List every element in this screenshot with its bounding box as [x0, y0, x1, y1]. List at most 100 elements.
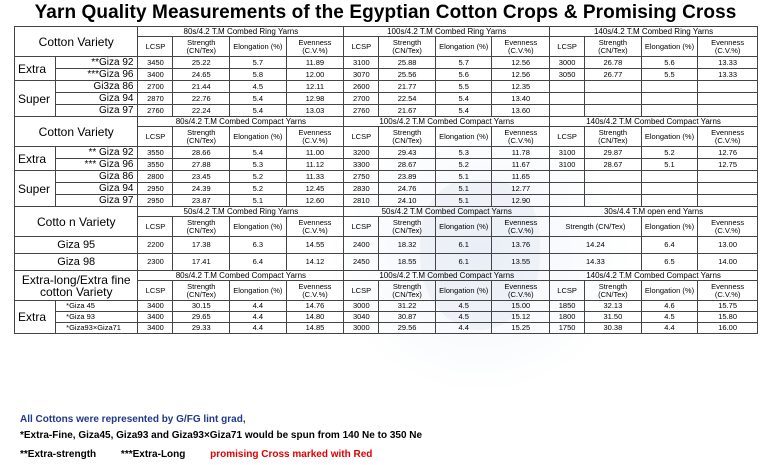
column-header: Strength (CN/Tex)	[549, 216, 642, 237]
table-row: *Giza 93 3400 29.65 4.4 14.80 3040 30.87 4.5 15.…	[15, 311, 758, 323]
value-cell: 24.76	[378, 182, 436, 195]
value-cell	[697, 194, 758, 207]
value-cell: 29.87	[584, 146, 642, 159]
variety-header: Cotton Variety	[13, 116, 139, 147]
value-cell: 12.35	[491, 80, 551, 93]
value-cell: 3000	[549, 56, 586, 69]
value-cell: 5.4	[229, 104, 287, 117]
value-cell: 2700	[343, 92, 380, 105]
value-cell: 5.3	[434, 146, 493, 159]
column-header: LCSP	[343, 36, 380, 57]
variety-name: **Giza 92	[55, 56, 139, 69]
value-cell: 3040	[343, 311, 380, 323]
legend-extra-strength: **Extra-strength	[20, 449, 97, 460]
value-cell: 30.15	[172, 300, 231, 312]
value-cell: 11.33	[285, 170, 345, 183]
group-header: 30s/4.4 T.M open end Yarns	[549, 206, 758, 217]
value-cell: 2870	[137, 92, 174, 105]
value-cell: 28.66	[172, 146, 231, 159]
value-cell: 23.89	[378, 170, 436, 183]
group-header: 80s/4.2 T.M Combed Compact Yarns	[137, 270, 345, 281]
value-cell: 14.85	[285, 322, 345, 334]
table-row: ***Giza 96 3400 24.65 5.8 12.00 3070 25.56 5.6 1…	[15, 68, 758, 81]
group-header: 80s/4.2 T.M Combed Compact Yarns	[137, 116, 345, 127]
value-cell: 5.1	[640, 158, 699, 171]
value-cell: 22.54	[378, 92, 436, 105]
variety-name: Giza 94	[55, 182, 139, 195]
column-header: Elongation (%)	[434, 126, 493, 147]
value-cell	[549, 80, 586, 93]
table-row: Extra-long/Extra fine cotton Variety 80s/…	[13, 270, 758, 301]
value-cell: 22.76	[172, 92, 231, 105]
value-cell: 4.5	[640, 311, 699, 323]
table-row: Extra *Giza 45 3400 30.15 4.4 14.76 3000 31.22 4…	[13, 300, 758, 334]
column-header: Evenness (C.V.%)	[285, 280, 345, 301]
value-cell	[549, 170, 586, 183]
column-header: LCSP	[137, 280, 174, 301]
category-label: Extra	[13, 146, 57, 171]
variety-name: *Giza 45	[55, 300, 139, 312]
value-cell: 5.7	[434, 56, 493, 69]
value-cell	[640, 104, 699, 117]
value-cell: 24.39	[172, 182, 231, 195]
value-cell: 15.80	[697, 311, 758, 323]
column-header: Strength (CN/Tex)	[378, 216, 436, 237]
variety-name: Giza 98	[13, 253, 139, 271]
table-row: Giza 97 2950 23.87 5.1 12.60 2810 24.10 5.1 12.9…	[15, 194, 758, 207]
value-cell	[697, 170, 758, 183]
value-cell: 3400	[137, 300, 174, 312]
value-cell	[584, 80, 642, 93]
value-cell	[584, 194, 642, 207]
group-header: 100s/4.2 T.M Combed Compact Yarns	[343, 270, 551, 281]
table-row: Extra ** Giza 92 3550 28.66 5.4 11.00 3200 29.4…	[13, 146, 758, 171]
value-cell: 3100	[549, 158, 586, 171]
value-cell: 2760	[343, 104, 380, 117]
value-cell: 23.87	[172, 194, 231, 207]
value-cell: 14.33	[549, 253, 642, 271]
column-header: Elongation (%)	[434, 216, 493, 237]
column-header: Evenness (C.V.%)	[697, 216, 758, 237]
value-cell	[549, 182, 586, 195]
value-cell: 6.1	[434, 236, 493, 254]
value-cell: 14.76	[285, 300, 345, 312]
value-cell: 14.00	[697, 253, 758, 271]
column-header: Evenness (C.V.%)	[285, 126, 345, 147]
column-header: Evenness (C.V.%)	[491, 126, 551, 147]
value-cell: 5.4	[434, 92, 493, 105]
value-cell	[584, 92, 642, 105]
value-cell: 15.00	[491, 300, 551, 312]
value-cell: 30.38	[584, 322, 642, 334]
value-cell: 14.12	[285, 253, 345, 271]
value-cell: 2830	[343, 182, 380, 195]
value-cell: 21.77	[378, 80, 436, 93]
value-cell: 5.4	[434, 104, 493, 117]
category-label: Extra	[13, 56, 57, 81]
table-row: LCSP Strength (CN/Tex) Elongation (%) Evenn…	[15, 216, 758, 237]
variety-header: Cotto n Variety	[13, 206, 139, 237]
column-header: Strength (CN/Tex)	[584, 126, 642, 147]
value-cell: 28.67	[584, 158, 642, 171]
value-cell: 28.67	[378, 158, 436, 171]
variety-header: Cotton Variety	[13, 26, 139, 57]
column-header: LCSP	[137, 36, 174, 57]
value-cell: 18.55	[378, 253, 436, 271]
column-header: Elongation (%)	[434, 280, 493, 301]
value-cell: 11.78	[491, 146, 551, 159]
value-cell: 3450	[137, 56, 174, 69]
value-cell: 5.4	[229, 146, 287, 159]
value-cell: 3000	[343, 322, 380, 334]
value-cell: 1850	[549, 300, 586, 312]
value-cell: 31.22	[378, 300, 436, 312]
variety-name: Giza 94	[55, 92, 139, 105]
column-header: LCSP	[549, 36, 586, 57]
value-cell	[640, 182, 699, 195]
column-header: LCSP	[137, 216, 174, 237]
column-header: Evenness (C.V.%)	[697, 280, 758, 301]
value-cell: 29.56	[378, 322, 436, 334]
value-cell: 5.8	[229, 68, 287, 81]
value-cell: 2700	[137, 80, 174, 93]
value-cell: 4.4	[640, 322, 699, 334]
column-header: Elongation (%)	[640, 126, 699, 147]
value-cell: 12.45	[285, 182, 345, 195]
value-cell: 13.55	[491, 253, 551, 271]
